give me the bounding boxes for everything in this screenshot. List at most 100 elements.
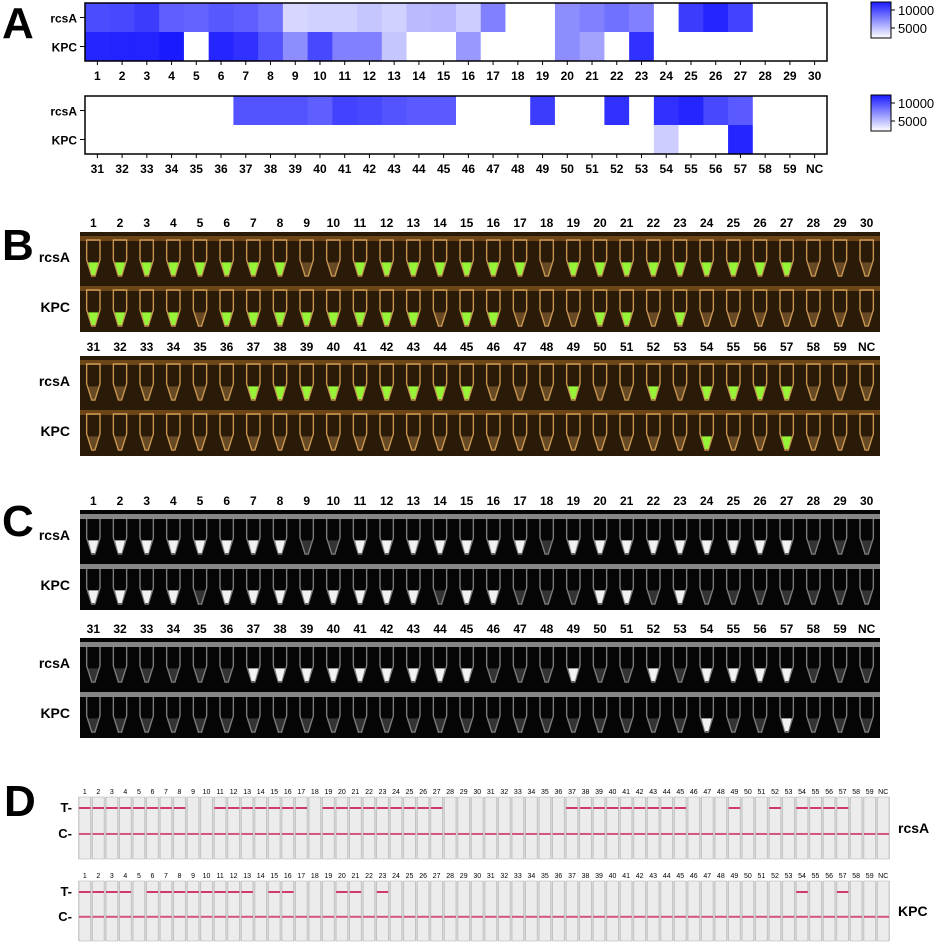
strip-column-label: 44 [663, 789, 671, 796]
strip-column-label: 26 [419, 789, 427, 796]
test-strip [119, 796, 132, 860]
uv-column-label: 16 [487, 494, 501, 508]
uv-tube [85, 517, 101, 555]
uv-column-label: 24 [700, 494, 714, 508]
strip-control-line [877, 915, 889, 918]
heatmap-cell [703, 125, 729, 155]
heatmap-cell [159, 3, 185, 33]
strip-control-line [119, 832, 132, 835]
fluor-tube [805, 239, 821, 277]
uv-tube-liquid [861, 540, 872, 553]
strip-test-line [268, 807, 280, 809]
uv-column-label: 23 [673, 494, 687, 508]
uv-tube [805, 645, 821, 683]
strip-column-label: 9 [191, 873, 195, 880]
strip-control-line [620, 832, 632, 835]
test-strip [241, 796, 254, 860]
heatmap-column-label: 32 [115, 162, 129, 176]
test-strip [714, 796, 727, 860]
fluor-tube [565, 289, 581, 327]
fluor-column-label: 16 [487, 216, 501, 230]
strip-test-line [92, 891, 105, 893]
strip-control-line [633, 915, 646, 918]
uv-column-label: 30 [860, 494, 874, 508]
uv-tube-liquid [808, 668, 819, 681]
fluor-tube [139, 413, 155, 451]
uv-tube [859, 517, 875, 555]
fluor-tube [325, 239, 341, 277]
uv-tube [485, 517, 501, 555]
uv-tube [352, 695, 368, 733]
strip-control-line [809, 832, 822, 835]
strip-column-label: 25 [406, 873, 414, 880]
fluor-tube-liquid [594, 436, 606, 449]
fluor-column-label: 6 [223, 216, 230, 230]
strip-control-line [214, 915, 226, 918]
fluor-tube-liquid [781, 436, 792, 449]
uv-column-label: 29 [833, 494, 847, 508]
heatmap-cell [85, 96, 111, 126]
test-strip [768, 880, 782, 942]
uv-tube [272, 567, 288, 605]
uv-tube [112, 517, 128, 555]
strip-control-line [390, 915, 402, 918]
strip-control-line [187, 832, 199, 835]
heatmap-cell [307, 3, 333, 33]
strip-control-line [512, 915, 524, 918]
strip-column-label: 23 [379, 789, 387, 796]
strip-control-line [363, 915, 375, 918]
fluor-rack-bar [80, 236, 880, 241]
fluor-tube-liquid [514, 262, 526, 275]
heatmap-cell [332, 3, 358, 33]
fluor-tube [219, 363, 235, 401]
fluor-column-label: 25 [727, 216, 741, 230]
strip-control-line [282, 832, 294, 835]
fluor-tube [832, 363, 848, 401]
uv-tube [299, 695, 315, 733]
uv-tube-liquid [88, 668, 99, 681]
fluor-tube [459, 289, 475, 327]
uv-column-label: 25 [727, 494, 741, 508]
uv-column-label: 10 [327, 494, 341, 508]
fluor-tube [405, 239, 421, 277]
heatmap-cell [159, 32, 185, 62]
fluor-tube [379, 289, 395, 327]
uv-tube-liquid [381, 540, 392, 553]
strip-column-label: 1 [83, 789, 87, 796]
uv-tube-liquid [141, 540, 152, 553]
test-strip [403, 796, 416, 860]
test-strip [78, 880, 91, 942]
fluor-tube-liquid [488, 312, 499, 325]
test-strip [674, 796, 687, 860]
strip-test-line [403, 807, 416, 809]
heatmap-column-label: 57 [734, 162, 748, 176]
fluor-tube-liquid [808, 386, 819, 399]
strip-column-label: 30 [473, 873, 481, 880]
uv-tube [699, 695, 715, 733]
uv-tube [139, 567, 155, 605]
fluor-tube-liquid [781, 262, 792, 275]
uv-column-label: 45 [460, 622, 474, 636]
strip-column-label: 35 [541, 789, 549, 796]
strip-column-label: 15 [270, 873, 278, 880]
uv-tube [85, 567, 101, 605]
uv-tube [699, 645, 715, 683]
uv-column-label: 15 [460, 494, 474, 508]
strip-control-line [728, 915, 741, 918]
strip-control-line [755, 832, 768, 835]
fluor-tube [539, 413, 555, 451]
fluor-column-label: 11 [354, 216, 367, 230]
uv-tube [139, 517, 155, 555]
strip-test-line [241, 807, 253, 809]
uv-tube-liquid [514, 540, 526, 553]
heatmap-column-label: 20 [561, 69, 575, 83]
uv-tube [112, 567, 128, 605]
fluor-column-label: 50 [593, 340, 607, 354]
panel-c-label: C [2, 497, 34, 546]
heatmap-cell [357, 3, 383, 33]
uv-tube-liquid [168, 718, 179, 731]
fluor-tube [299, 413, 315, 451]
uv-tube-liquid [194, 590, 206, 603]
uv-column-label: 48 [540, 622, 554, 636]
strip-control-line [660, 915, 673, 918]
